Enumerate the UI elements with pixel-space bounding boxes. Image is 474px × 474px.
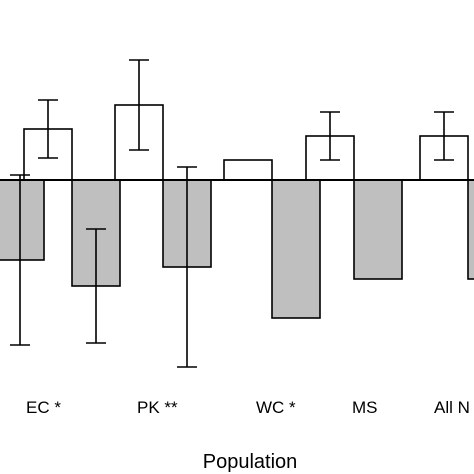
bar-s1-c0 — [0, 179, 45, 261]
bars-layer — [0, 59, 474, 368]
category-label: All N — [434, 398, 470, 417]
category-labels: EC * PK ** WC * MS All N — [26, 398, 470, 417]
category-label: EC * — [26, 398, 61, 417]
category-label: PK ** — [137, 398, 178, 417]
category-label: WC * — [256, 398, 296, 417]
bar-s1-c5 — [467, 179, 474, 280]
bar-s0-c3 — [223, 159, 273, 181]
bar-s1-c3 — [271, 179, 321, 319]
bar-s1-c4 — [353, 179, 403, 280]
category-label: MS — [352, 398, 378, 417]
x-axis-title: Population — [203, 451, 298, 473]
